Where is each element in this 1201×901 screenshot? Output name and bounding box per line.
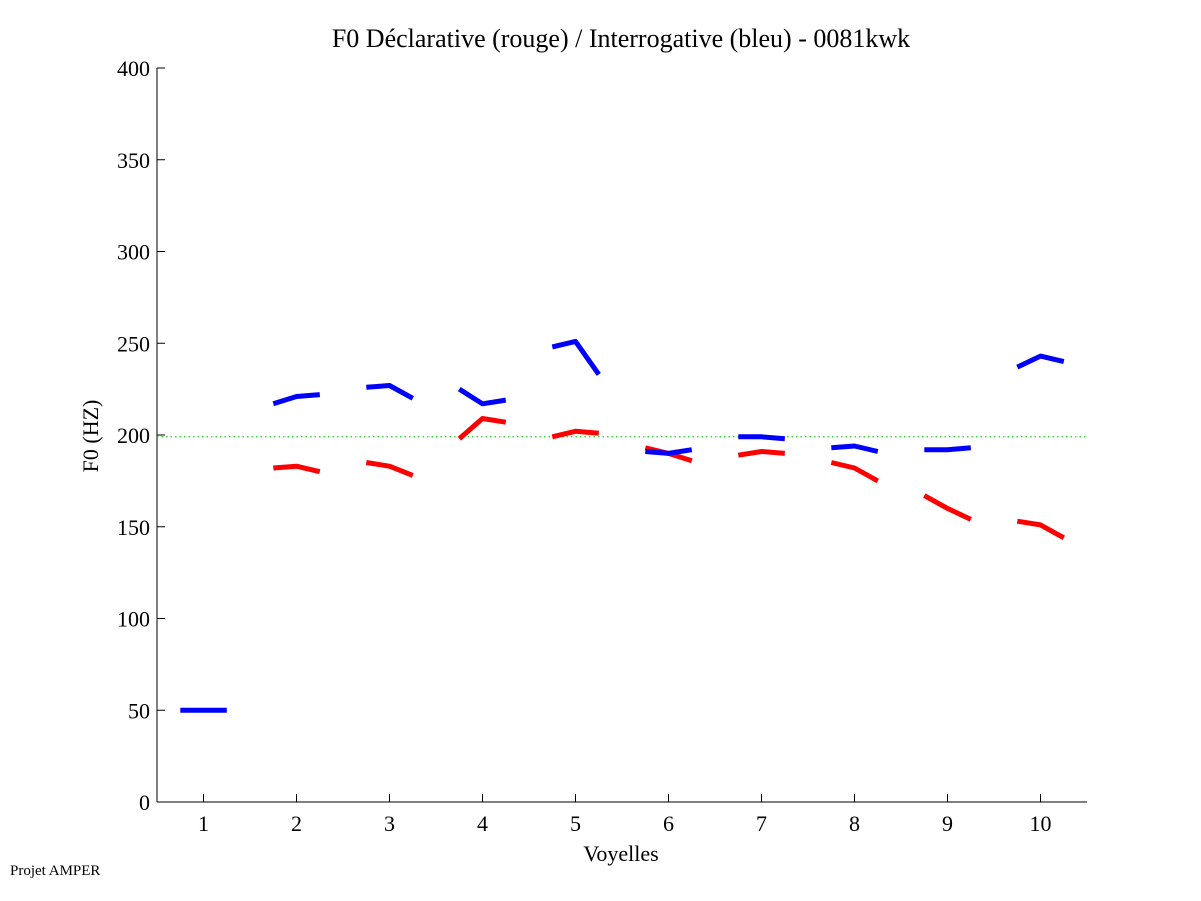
y-tick-label: 250 bbox=[117, 331, 150, 356]
series-interrogative bbox=[180, 338, 1065, 713]
series-1-vowel-8-segment bbox=[830, 460, 880, 484]
series-1-vowel-9-segment bbox=[923, 493, 972, 522]
x-tick-label: 7 bbox=[756, 811, 767, 836]
axes: 0 50 100 150 200 250 300 350 400 1 2 3 4 5 6 7 8 9 10 bbox=[117, 56, 1087, 836]
footer-note: Projet AMPER bbox=[10, 863, 101, 879]
y-tick-label: 350 bbox=[117, 148, 150, 173]
x-tick-label: 2 bbox=[291, 811, 302, 836]
y-tick-label: 50 bbox=[128, 698, 150, 723]
series-2-vowel-10-segment bbox=[1016, 353, 1065, 370]
y-axis-label: F0 (HZ) bbox=[78, 400, 103, 473]
y-tick-label: 300 bbox=[117, 240, 150, 265]
x-tick-label: 8 bbox=[849, 811, 860, 836]
x-tick-label: 1 bbox=[198, 811, 209, 836]
series-layer bbox=[180, 338, 1066, 713]
series-2-vowel-7-segment bbox=[738, 434, 786, 442]
x-tick-label: 3 bbox=[384, 811, 395, 836]
series-2-vowel-9-segment bbox=[924, 445, 972, 453]
x-tick-label: 6 bbox=[663, 811, 674, 836]
series-2-vowel-4-segment bbox=[457, 386, 507, 407]
x-tick-label: 5 bbox=[570, 811, 581, 836]
series-1-vowel-3-segment bbox=[365, 460, 414, 478]
x-axis-label: Voyelles bbox=[583, 841, 658, 866]
chart-title: F0 Déclarative (rouge) / Interrogative (… bbox=[332, 24, 910, 53]
y-tick-label: 200 bbox=[117, 423, 150, 448]
series-1-vowel-4-segment bbox=[457, 416, 507, 441]
y-tick-label: 0 bbox=[139, 790, 150, 815]
y-tick-label: 150 bbox=[117, 515, 150, 540]
y-tick-label: 100 bbox=[117, 607, 150, 632]
series-1-vowel-2-segment bbox=[273, 463, 321, 475]
series-2-vowel-8-segment bbox=[831, 443, 879, 454]
series-1-vowel-7-segment bbox=[737, 449, 786, 458]
y-tick-label: 400 bbox=[117, 56, 150, 81]
series-2-vowel-6-segment bbox=[645, 447, 693, 456]
x-tick-label: 4 bbox=[477, 811, 488, 836]
series-1-vowel-10-segment bbox=[1016, 518, 1066, 540]
series-2-vowel-2-segment bbox=[272, 392, 321, 407]
x-tick-label: 10 bbox=[1030, 811, 1052, 836]
series-1-vowel-5-segment bbox=[551, 428, 600, 440]
series-2-vowel-5-segment bbox=[551, 338, 601, 376]
series-2-vowel-3-segment bbox=[366, 383, 415, 401]
x-tick-label: 9 bbox=[942, 811, 953, 836]
